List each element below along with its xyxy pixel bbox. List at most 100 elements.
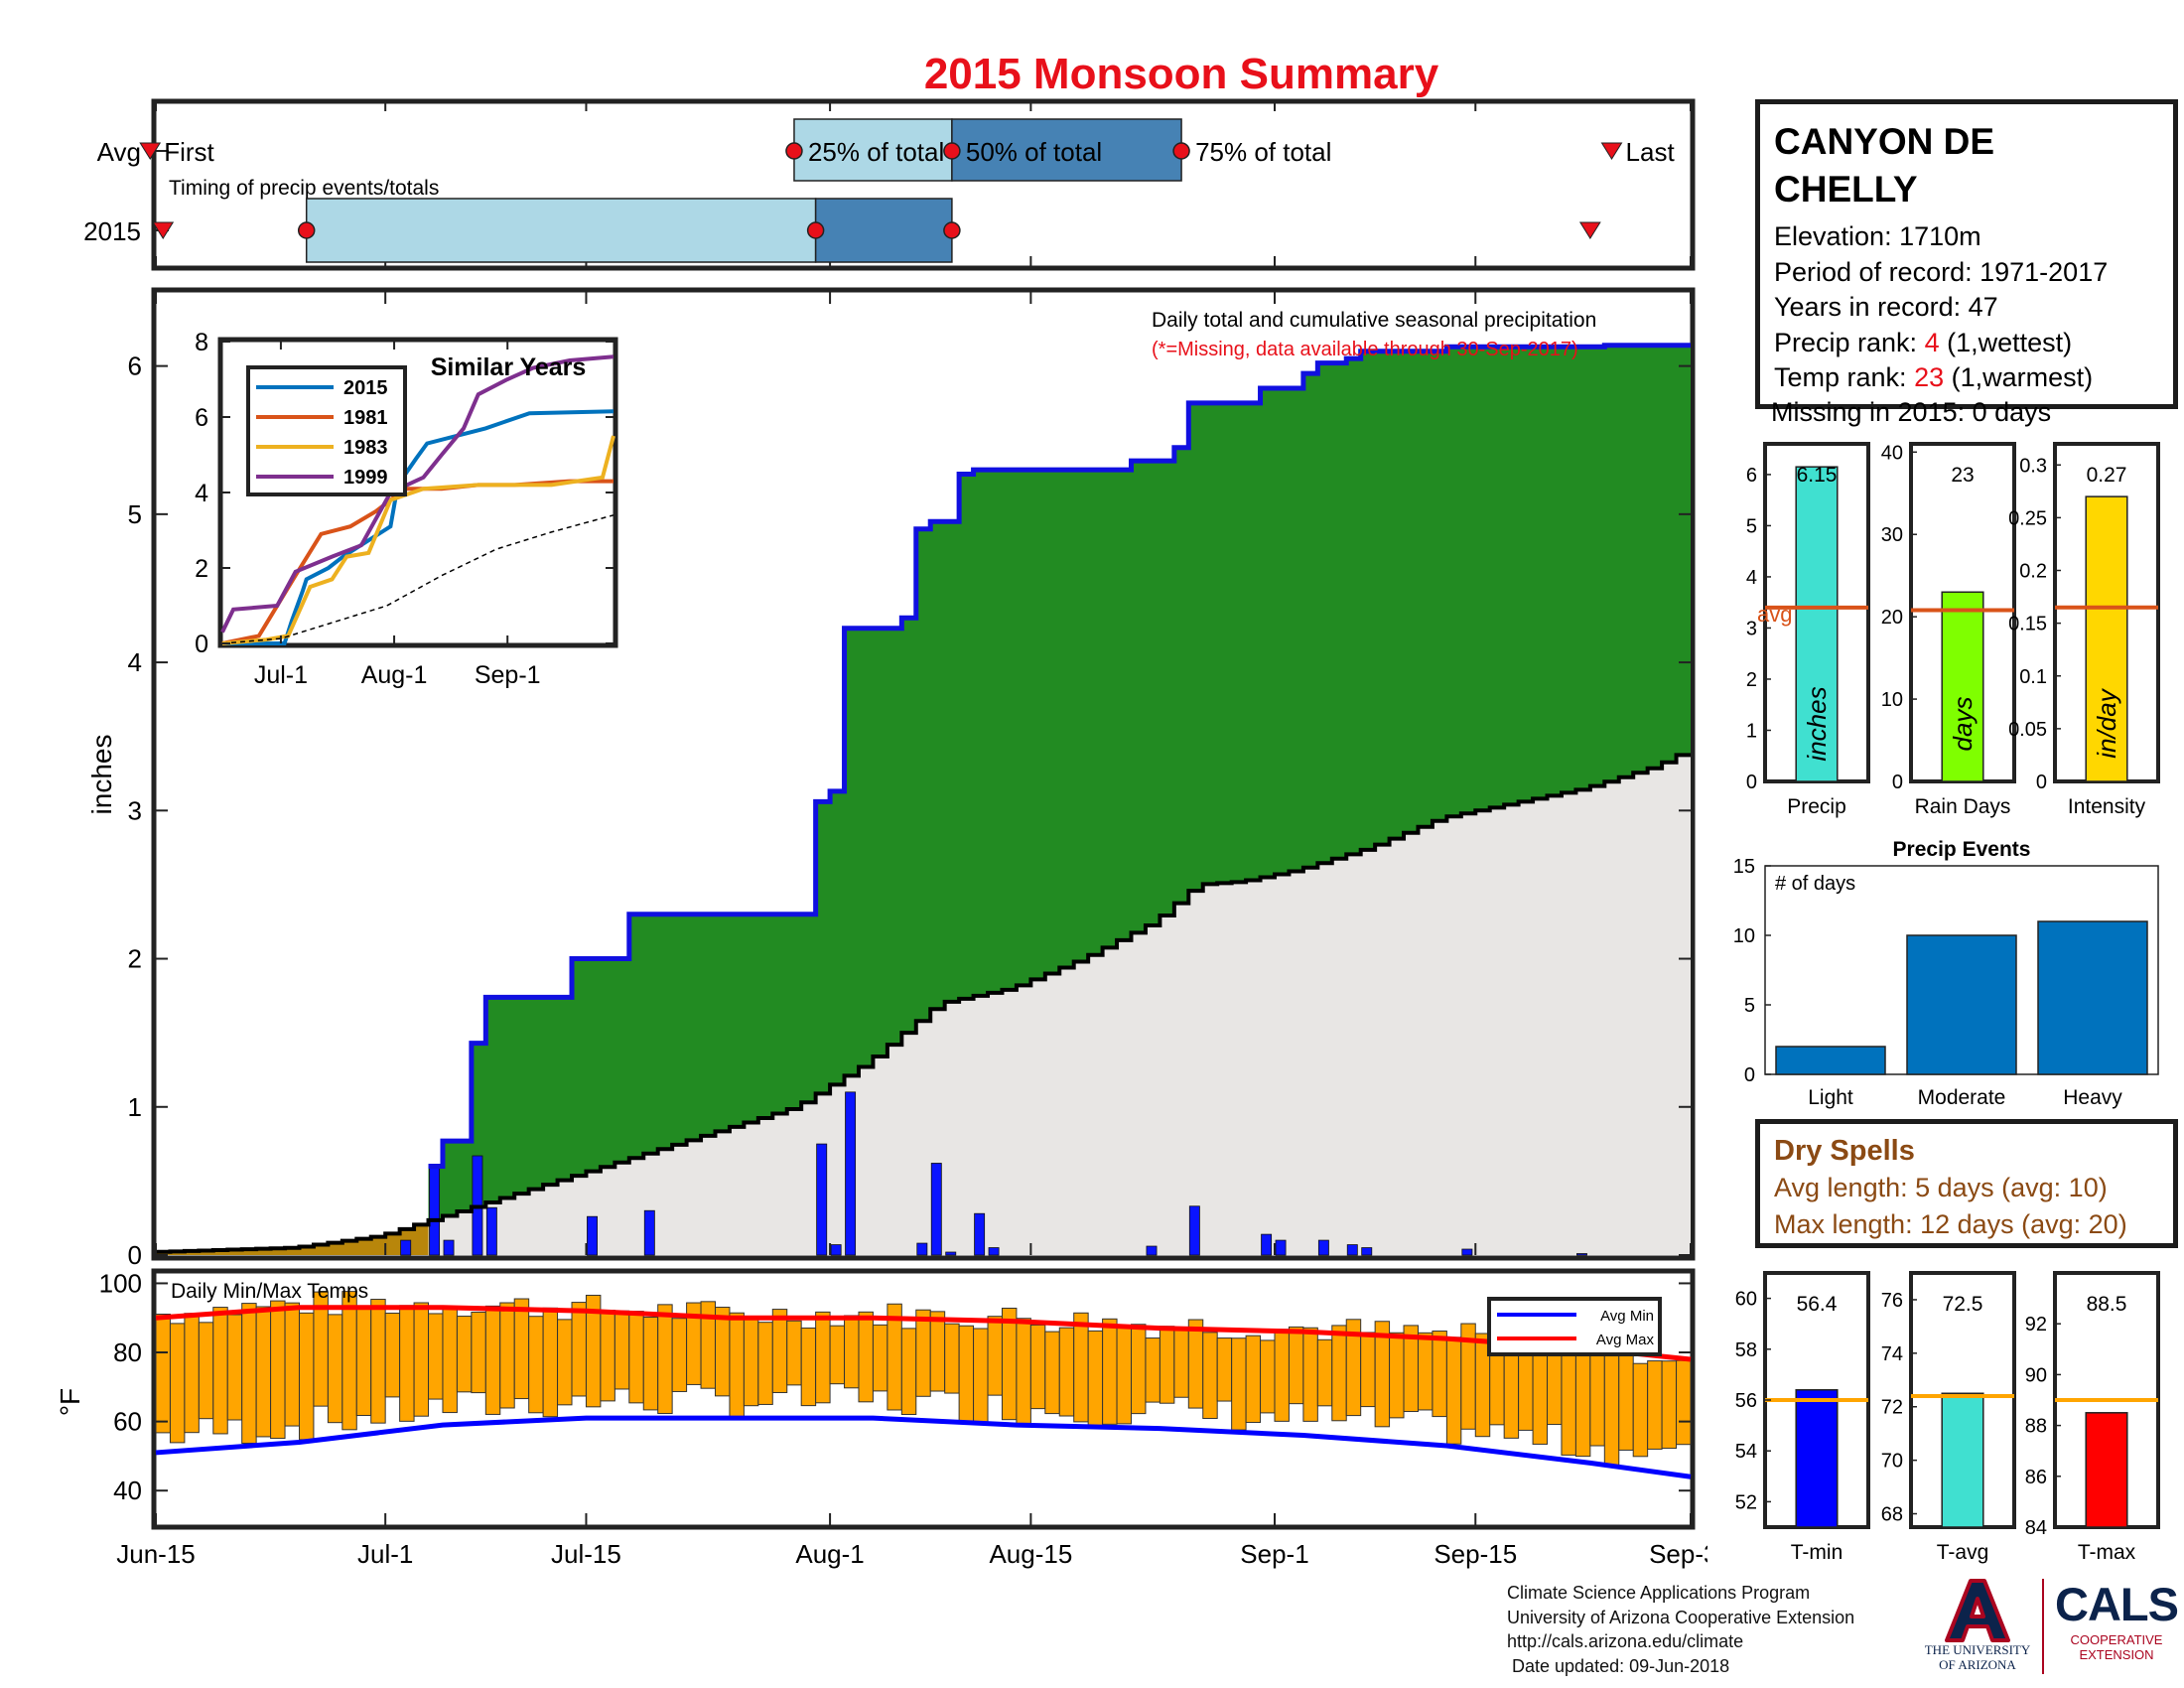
daily-temp-bar — [499, 1302, 515, 1409]
daily-precip-bar — [1461, 1248, 1473, 1256]
temp-average-line — [155, 1305, 1692, 1362]
raindays-value-label: 23 — [1951, 464, 1974, 487]
intensity-xlabel: Intensity — [2068, 795, 2146, 818]
daily-temp-bar — [872, 1324, 888, 1392]
daily-temp-bar — [714, 1307, 731, 1397]
intensity-y-tick-label: 0.3 — [2019, 455, 2047, 477]
credits: Climate Science Applications Program Uni… — [1507, 1581, 1854, 1678]
daily-precip-bar — [830, 1244, 842, 1256]
daily-temp-bar — [729, 1312, 745, 1418]
daily-precip-bar — [1188, 1205, 1200, 1256]
daily-temp-bar — [1417, 1332, 1433, 1411]
daily-temp-bar — [1360, 1332, 1376, 1408]
inset-y-tick-label: 2 — [195, 555, 208, 583]
daily-precip-bar — [845, 1091, 857, 1256]
daily-temp-bar — [571, 1302, 587, 1397]
legend-label: 2015 — [343, 377, 388, 399]
dry-spells-max: Max length: 12 days (avg: 20) — [1774, 1209, 2127, 1239]
daily-temp-bar — [987, 1316, 1003, 1396]
daily-temp-bar — [1131, 1324, 1147, 1415]
average-cumulative-area — [156, 755, 1691, 1255]
daily-temp-bar — [1231, 1337, 1247, 1431]
daily-temp-bar — [1073, 1312, 1089, 1423]
intensity-unit: in/day — [2092, 687, 2121, 758]
daily-temp-bar — [614, 1310, 630, 1390]
inset-average-line — [221, 514, 614, 644]
precip-unit: inches — [1802, 686, 1832, 761]
daily-temp-bar — [600, 1310, 615, 1402]
station-name: CANYON DE CHELLY — [1774, 118, 2173, 213]
events-bar — [1906, 934, 2017, 1075]
events-bar — [1775, 1046, 1886, 1075]
precip-y-tick-label: 6 — [1746, 465, 1757, 487]
tavg-y-tick-label: 74 — [1881, 1343, 1903, 1365]
y-tick-label: 4 — [128, 647, 142, 677]
x-tick-label: Sep-30 — [1649, 1539, 1707, 1569]
y2015-50-75-bar — [814, 198, 953, 263]
daily-precip-bar — [400, 1239, 412, 1256]
daily-temp-bar — [241, 1303, 257, 1444]
temp-y-tick-label: 60 — [113, 1407, 142, 1437]
precip-rank: Precip rank: 4 (1,wettest) — [1774, 327, 2073, 357]
daily-temp-bar — [800, 1327, 817, 1407]
temp-legend — [1487, 1297, 1662, 1356]
page-title: 2015 Monsoon Summary — [923, 50, 1439, 98]
y-tick-label: 6 — [128, 352, 142, 381]
tavg-y-tick-label: 70 — [1881, 1451, 1903, 1473]
y-tick-label: 2 — [128, 944, 142, 974]
above-average-area — [156, 345, 1691, 1252]
daily-temp-bar — [900, 1328, 917, 1416]
precip-y-tick-label: 0 — [1746, 772, 1757, 793]
intensity-bar — [2085, 495, 2128, 782]
events-bar — [2037, 920, 2148, 1075]
avg-75-marker — [1172, 142, 1190, 160]
missing-note: (*=Missing, data available through 30-Se… — [1152, 339, 1578, 360]
daily-temp-bar — [255, 1306, 272, 1438]
dry-spells-avg: Avg length: 5 days (avg: 10) — [1774, 1173, 2108, 1202]
daily-temp-bar — [1389, 1332, 1405, 1419]
credit-line1: Climate Science Applications Program — [1507, 1583, 1811, 1603]
label-50: 50% of total — [966, 137, 1102, 167]
dry-spells-box: Dry Spells Avg length: 5 days (avg: 10) … — [1755, 1119, 2178, 1248]
tmax-y-tick-label: 86 — [2025, 1467, 2047, 1488]
y2015-first-marker — [152, 221, 175, 239]
intensity-y-tick-label: 0 — [2036, 772, 2047, 793]
daily-temp-bar — [1632, 1362, 1649, 1458]
daily-temp-bar — [1302, 1327, 1318, 1422]
daily-precip-bar — [930, 1163, 942, 1256]
intensity-y-tick-label: 0.05 — [2008, 719, 2047, 741]
average-cumulative-line — [156, 753, 1691, 1254]
y-tick-label: 5 — [128, 499, 142, 529]
raindays-y-tick-label: 40 — [1881, 442, 1903, 464]
precip-xlabel: Precip — [1787, 795, 1846, 818]
temps-chart: 40 60 80 100 Avg Min Avg Max °F Daily Min/Max… — [55, 1268, 1696, 1530]
x-tick-label: Aug-1 — [795, 1539, 864, 1569]
temp-y-tick-label: 100 — [99, 1268, 142, 1298]
daily-temp-bar — [642, 1316, 659, 1411]
cals-logo-line2: EXTENSION — [2079, 1647, 2154, 1662]
daily-temp-bar — [1661, 1360, 1678, 1450]
inset-x-tick-label: Aug-1 — [361, 661, 428, 689]
raindays-y-tick-label: 30 — [1881, 524, 1903, 546]
daily-temp-bar — [528, 1316, 544, 1414]
avg-first-marker — [139, 142, 162, 160]
daily-temp-bar — [155, 1313, 171, 1434]
daily-temp-bar — [1145, 1337, 1160, 1403]
daily-temp-bar — [1561, 1338, 1576, 1456]
y-tick-label: 0 — [128, 1240, 142, 1270]
credit-line3: http://cals.arizona.edu/climate — [1507, 1631, 1744, 1651]
temp-y-tick-label: 80 — [113, 1337, 142, 1367]
daily-temp-bar — [1574, 1339, 1591, 1458]
timing-panel: Avg 2015 Timing of precip events/totals … — [83, 98, 1696, 271]
legend-label: 1981 — [343, 407, 388, 429]
label-first: First — [164, 137, 214, 167]
daily-temp-bar — [1432, 1331, 1447, 1418]
logo-divider — [2042, 1579, 2044, 1674]
intensity-y-tick-label: 0.1 — [2019, 666, 2047, 688]
tmax-value-label: 88.5 — [2087, 1293, 2127, 1316]
station-period: Period of record: 1971-2017 — [1774, 256, 2109, 287]
daily-temp-bar — [786, 1320, 802, 1386]
daily-temp-bar — [1044, 1331, 1060, 1415]
daily-precip-bar — [429, 1166, 441, 1256]
main-ylabel: inches — [86, 735, 117, 815]
